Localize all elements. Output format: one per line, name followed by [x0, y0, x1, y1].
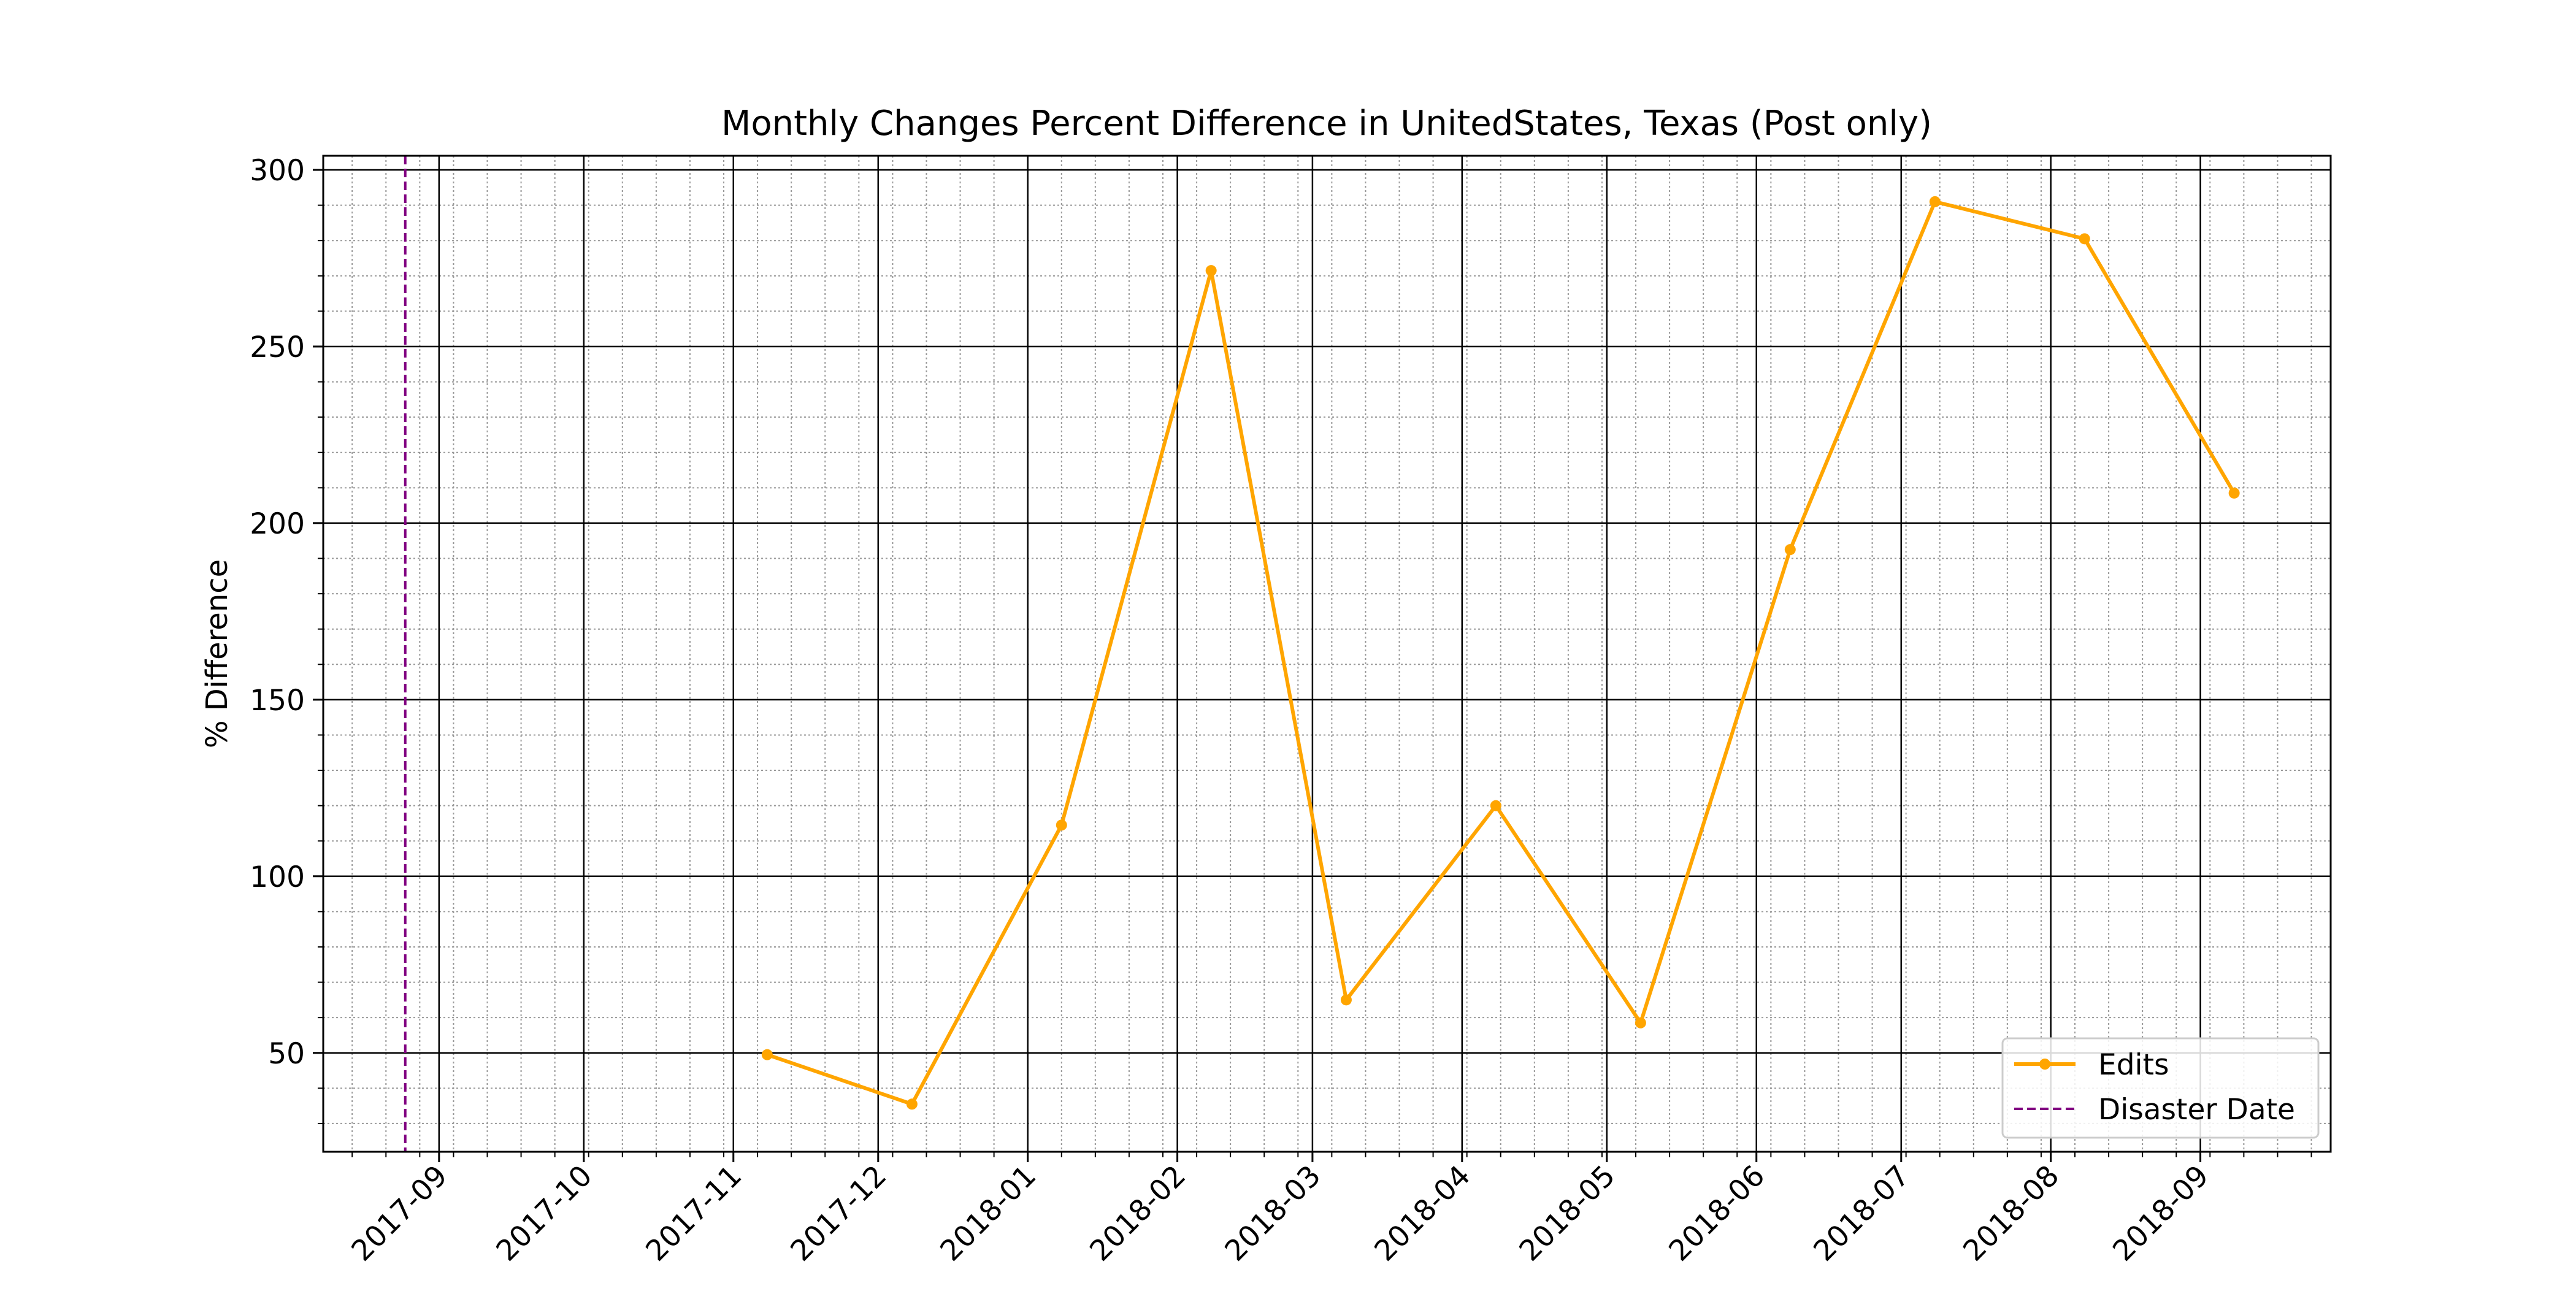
y-tick-label: 50 [268, 1037, 305, 1071]
x-tick-label: 2018-09 [2106, 1159, 2215, 1268]
x-tick-label: 2017-11 [639, 1159, 748, 1268]
data-point-edits [906, 1098, 918, 1110]
x-tick-label: 2018-04 [1368, 1159, 1478, 1268]
data-point-edits [1205, 265, 1217, 277]
data-point-edits [1929, 196, 1941, 207]
series-layer [761, 196, 2240, 1110]
x-tick-label: 2017-09 [345, 1159, 454, 1268]
y-tick-label: 100 [250, 860, 305, 894]
x-tick-label: 2017-10 [490, 1159, 599, 1268]
x-tick-label: 2018-08 [1957, 1159, 2066, 1268]
data-point-edits [1056, 819, 1067, 831]
y-axis-label: % Difference [200, 559, 234, 748]
y-tick-label: 200 [250, 507, 305, 541]
legend-disaster-label: Disaster Date [2098, 1093, 2295, 1127]
data-point-edits [1340, 994, 1352, 1006]
x-tick-label: 2018-06 [1662, 1159, 1771, 1268]
x-tick-label: 2018-07 [1807, 1159, 1916, 1268]
data-point-edits [761, 1049, 773, 1060]
y-tick-label: 300 [250, 154, 305, 188]
x-tick-label: 2018-01 [933, 1159, 1043, 1268]
legend-box [2001, 1037, 2320, 1139]
legend-edits-label: Edits [2098, 1048, 2169, 1082]
plot-frame [322, 155, 2332, 1153]
grid-layer [323, 156, 2331, 1152]
x-tick-label: 2018-03 [1219, 1159, 1328, 1268]
y-tick-label: 250 [250, 331, 305, 364]
data-point-edits [2228, 487, 2240, 499]
y-tick-label: 150 [250, 684, 305, 718]
data-point-edits [1784, 544, 1796, 556]
x-tick-label: 2018-02 [1083, 1159, 1192, 1268]
x-tick-label: 2017-12 [784, 1159, 894, 1268]
x-tick-label: 2018-05 [1513, 1159, 1622, 1268]
legend: Edits Disaster Date [2001, 1037, 2320, 1139]
data-point-edits [1635, 1017, 1646, 1029]
legend-edits-marker [2039, 1059, 2050, 1070]
data-point-edits [1490, 800, 1501, 811]
data-point-edits [2079, 233, 2090, 245]
chart-title: Monthly Changes Percent Difference in Un… [721, 104, 1932, 144]
